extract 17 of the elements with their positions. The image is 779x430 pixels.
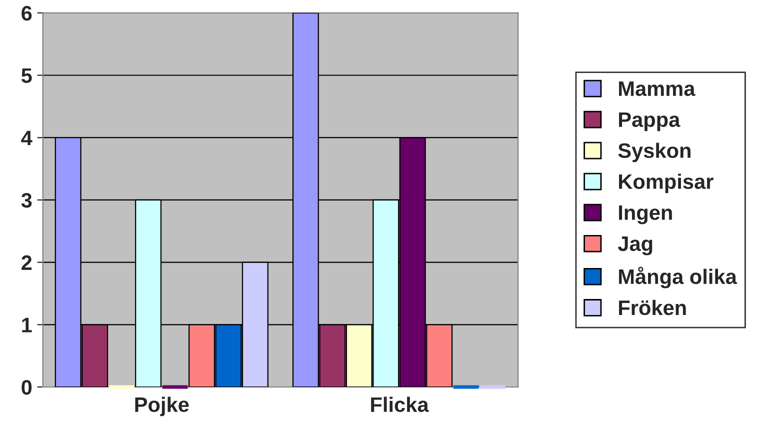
legend-label: Syskon [618, 142, 690, 162]
y-tick-label: 0 [22, 380, 32, 395]
y-tick-label: 1 [22, 318, 32, 332]
x-tick-label: Pojke [135, 396, 189, 416]
legend-label: Fröken [619, 300, 686, 316]
y-tick-label: 6 [22, 6, 32, 21]
legend-label: Ingen [619, 205, 672, 224]
y-tick-label: 2 [22, 255, 32, 270]
legend-label: Jag [618, 236, 652, 256]
x-tick-label: Flicka [371, 396, 429, 412]
legend-label: Kompisar [619, 174, 714, 194]
legend-label: Många olika [619, 266, 738, 288]
y-tick-label: 5 [21, 68, 32, 84]
y-tick-label: 3 [21, 192, 32, 208]
legend-label: Pappa [619, 112, 680, 132]
legend-label: Mamma [619, 81, 696, 96]
y-tick-label: 4 [21, 130, 32, 146]
